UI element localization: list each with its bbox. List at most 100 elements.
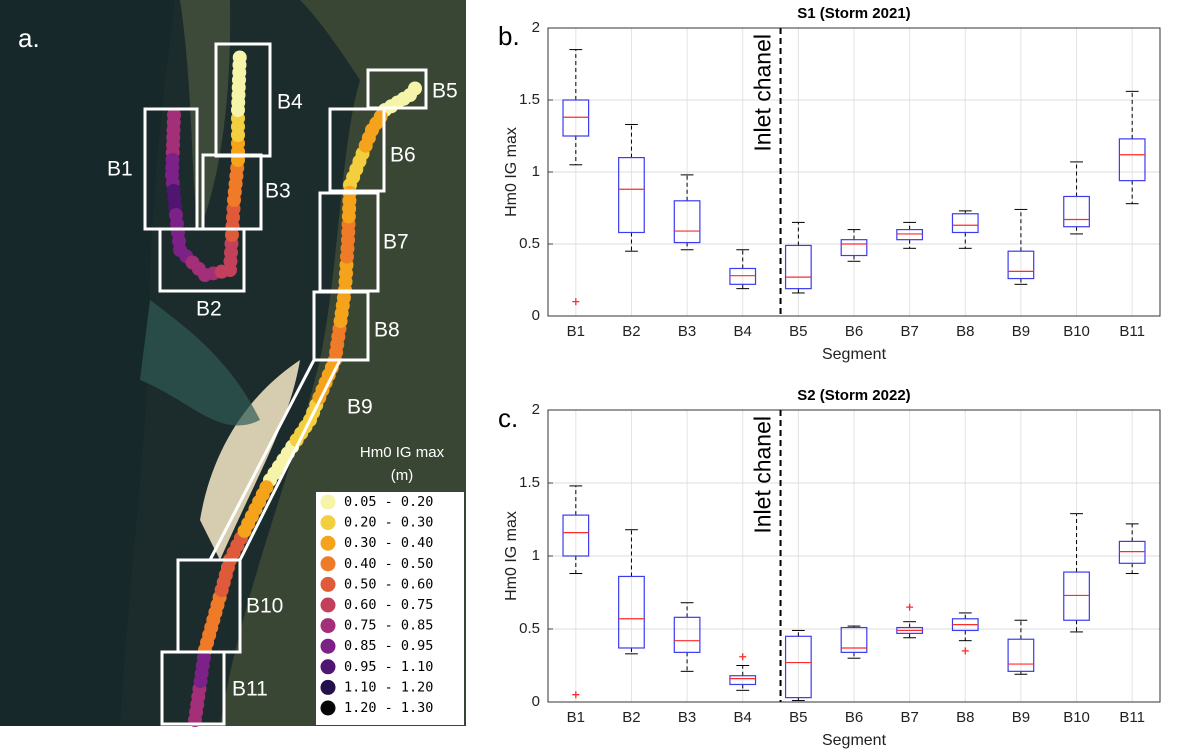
coast-dot (408, 81, 422, 96)
box (618, 575, 645, 649)
legend-label: 1.10 - 1.20 (344, 679, 433, 695)
x-tick-label: B11 (1119, 323, 1145, 340)
sand-bank (200, 360, 300, 560)
box (1063, 571, 1090, 621)
y-tick-label: 2 (532, 19, 540, 36)
box-label: B4 (277, 91, 303, 114)
legend-label: 0.95 - 1.10 (344, 659, 433, 675)
legend-swatch (320, 659, 336, 675)
y-tick-label: 1 (532, 547, 540, 564)
box (562, 99, 590, 137)
y-tick-label: 0 (532, 693, 540, 710)
x-tick-label: B6 (845, 709, 863, 726)
x-tick-label: B10 (1063, 323, 1090, 340)
legend-swatch (320, 597, 336, 613)
box (673, 200, 701, 244)
box-label: B1 (107, 158, 133, 181)
box-frames (143, 42, 428, 726)
box-label: B6 (390, 144, 416, 167)
frame (214, 42, 272, 158)
y-tick-label: 2 (532, 401, 540, 418)
panel-label: c. (498, 403, 518, 433)
legend-swatch (320, 618, 336, 634)
box (784, 244, 812, 290)
box (784, 635, 812, 699)
plot-frame (547, 27, 1161, 317)
box-label: B2 (196, 298, 222, 321)
frame (160, 650, 226, 726)
x-tick-label: B1 (567, 323, 585, 340)
x-tick-label: B6 (845, 323, 863, 340)
box (673, 616, 701, 653)
legend-swatch (320, 576, 336, 592)
legend-box (316, 492, 464, 725)
frame (312, 290, 370, 362)
y-tick-label: 0.5 (519, 235, 540, 252)
legend-unit: (m) (391, 467, 414, 484)
box-label: B3 (265, 180, 291, 203)
x-tick-label: B5 (789, 323, 807, 340)
charts: 0 0.5 1 1.5 2 Inlet chanel B1 B2 B3 B4 B5 B6 B7 B8 B9 B… (498, 5, 1161, 749)
box (840, 239, 868, 257)
legend-title: Hm0 IG max (360, 444, 445, 461)
box-label: B9 (347, 396, 373, 419)
frame (328, 107, 386, 193)
box (729, 267, 757, 285)
coast-dot (336, 290, 351, 305)
legend: 0.05 - 0.20 0.20 - 0.30 0.30 - 0.40 0.40 - … (320, 494, 433, 716)
outlier (961, 647, 969, 655)
box (896, 229, 924, 241)
legend-label: 0.30 - 0.40 (344, 535, 433, 551)
x-tick-label: B9 (1012, 323, 1030, 340)
x-tick-label: B4 (734, 709, 752, 726)
x-axis-label: Segment (822, 732, 887, 749)
box (1118, 540, 1146, 564)
coast-dot (259, 480, 274, 495)
x-tick-label: B2 (622, 709, 640, 726)
legend-label: 0.60 - 0.75 (344, 597, 433, 613)
box (1063, 195, 1090, 228)
legend-label: 0.50 - 0.60 (344, 576, 433, 592)
coast-dot (196, 650, 211, 665)
legend-swatch (320, 535, 336, 551)
y-axis-label: Hm0 IG max (503, 511, 520, 601)
box-label: B5 (432, 80, 458, 103)
panel-label: b. (498, 21, 520, 51)
legend-label: 0.05 - 0.20 (344, 494, 433, 510)
box-label: B8 (374, 319, 400, 342)
x-tick-label: B7 (900, 709, 918, 726)
y-tick-label: 1 (532, 163, 540, 180)
legend-label: 1.20 - 1.30 (344, 700, 433, 716)
legend-swatch (320, 494, 336, 510)
annotation: Inlet chanel (750, 34, 776, 152)
frame (366, 68, 428, 110)
x-tick-label: B8 (956, 709, 974, 726)
legend-swatch (320, 700, 336, 716)
x-tick-label: B3 (678, 709, 696, 726)
ocean (0, 0, 175, 726)
legend-swatch (320, 556, 336, 572)
x-tick-label: B7 (900, 323, 918, 340)
box (562, 514, 590, 557)
x-axis-label: Segment (822, 346, 887, 363)
legend-swatch (320, 679, 336, 695)
coast-dot (232, 50, 247, 65)
box-label: B11 (232, 678, 268, 701)
x-tick-label: B2 (622, 323, 640, 340)
chart-title: S2 (Storm 2022) (797, 387, 910, 404)
x-tick-label: B8 (956, 323, 974, 340)
x-tick-label: B1 (567, 709, 585, 726)
legend-label: 0.40 - 0.50 (344, 556, 433, 572)
map-panel: a. B1 B2 B3 B4 B5 B6 B7 B8 B9 B10 B11 Hm… (0, 0, 466, 727)
y-tick-label: 1.5 (519, 474, 540, 491)
box (840, 626, 868, 653)
x-tick-label: B3 (678, 323, 696, 340)
legend-swatch (320, 638, 336, 654)
box (951, 213, 979, 234)
outlier (739, 653, 747, 661)
box (618, 157, 645, 234)
legend-label: 0.20 - 0.30 (344, 515, 433, 531)
x-tick-label: B5 (789, 709, 807, 726)
legend-label: 0.85 - 0.95 (344, 638, 433, 654)
